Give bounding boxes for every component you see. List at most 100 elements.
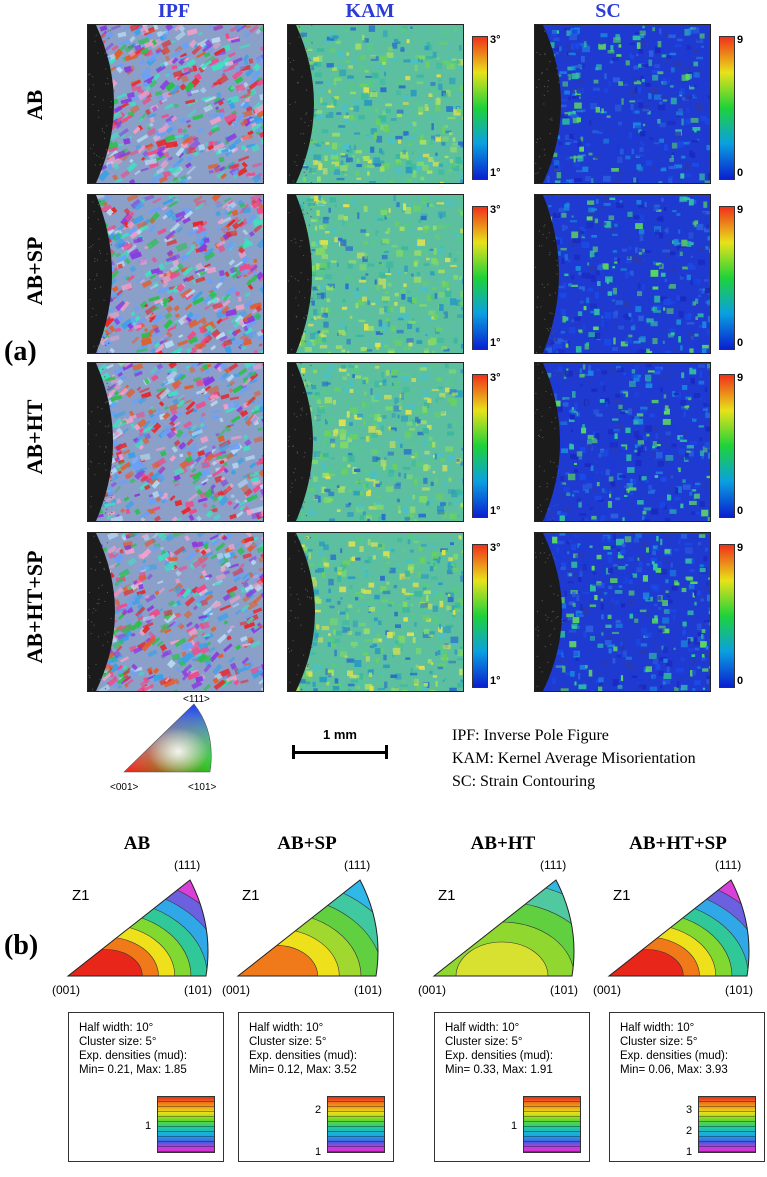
scale-bar xyxy=(292,745,388,759)
info-densities: Exp. densities (mud): xyxy=(445,1050,554,1062)
pole-figure-001-label: (001) xyxy=(593,983,622,997)
sc-colorbar-max-label: 9 xyxy=(737,204,744,216)
ipf-key-right-label: <101> xyxy=(188,782,217,793)
info-minmax: Min= 0.06, Max: 3.93 xyxy=(620,1064,728,1076)
pole-figure-001-label: (001) xyxy=(418,983,447,997)
density-tick-label: 1 xyxy=(686,1146,693,1158)
pole-figure-info-box: Half width: 10° Cluster size: 5° Exp. dens… xyxy=(238,1012,394,1162)
sc-map-ab-ht xyxy=(534,362,711,522)
scale-bar-label: 1 mm xyxy=(323,727,357,742)
kam-map-ab-ht xyxy=(287,362,464,522)
ipf-color-key xyxy=(110,692,230,784)
sc-colorbar-max-label: 9 xyxy=(737,372,744,384)
kam-colorbar-max-label: 3° xyxy=(490,372,501,384)
sc-colorbar-1 xyxy=(719,36,735,180)
pole-figure-001-label: (001) xyxy=(222,983,251,997)
kam-colorbar-3 xyxy=(472,374,488,518)
info-cluster: Cluster size: 5° xyxy=(445,1036,523,1048)
abbreviation-legend: IPF: Inverse Pole Figure KAM: Kernel Ave… xyxy=(452,724,696,793)
inverse-pole-figure-triangle xyxy=(236,876,386,985)
pole-figure-info-box: Half width: 10° Cluster size: 5° Exp. dens… xyxy=(434,1012,590,1162)
kam-colorbar-min-label: 1° xyxy=(490,337,501,349)
pole-figure-101-label: (101) xyxy=(725,983,754,997)
row-label-ab-sp: AB+SP xyxy=(22,236,47,306)
kam-colorbar-max-label: 3° xyxy=(490,204,501,216)
pole-figure-title: AB+SP xyxy=(277,833,337,854)
row-label-ab-ht: AB+HT xyxy=(22,399,47,475)
ipf-map-ab-ht-sp xyxy=(87,532,264,692)
kam-colorbar-min-label: 1° xyxy=(490,505,501,517)
info-cluster: Cluster size: 5° xyxy=(79,1036,157,1048)
ipf-key-top-label: <111> xyxy=(183,694,210,705)
legend-kam: KAM: Kernel Average Misorientation xyxy=(452,750,696,767)
pole-figure-axis-label: Z1 xyxy=(242,887,260,904)
inverse-pole-figure-triangle xyxy=(432,876,582,985)
info-densities: Exp. densities (mud): xyxy=(79,1050,188,1062)
pole-figure-axis-label: Z1 xyxy=(613,887,631,904)
kam-map-ab-sp xyxy=(287,194,464,354)
density-color-ramp xyxy=(327,1096,385,1153)
info-densities: Exp. densities (mud): xyxy=(620,1050,729,1062)
kam-map-ab xyxy=(287,24,464,184)
sc-colorbar-max-label: 9 xyxy=(737,34,744,46)
info-cluster: Cluster size: 5° xyxy=(620,1036,698,1048)
panel-label-b: (b) xyxy=(4,930,39,961)
info-densities: Exp. densities (mud): xyxy=(249,1050,358,1062)
info-minmax: Min= 0.21, Max: 1.85 xyxy=(79,1064,187,1076)
ipf-map-ab xyxy=(87,24,264,184)
panel-label-a: (a) xyxy=(4,336,37,367)
ipf-map-ab-sp xyxy=(87,194,264,354)
kam-colorbar-max-label: 3° xyxy=(490,34,501,46)
sc-colorbar-min-label: 0 xyxy=(737,675,744,687)
density-tick-label: 1 xyxy=(145,1120,152,1132)
kam-colorbar-4 xyxy=(472,544,488,688)
pole-figure-111-label: (111) xyxy=(344,858,371,872)
pole-figure-axis-label: Z1 xyxy=(438,887,456,904)
inverse-pole-figure-triangle xyxy=(607,876,757,985)
pole-figure-101-label: (101) xyxy=(184,983,213,997)
pole-figure-axis-label: Z1 xyxy=(72,887,90,904)
row-label-ab: AB xyxy=(22,89,47,121)
pole-figure-title: AB+HT+SP xyxy=(629,833,727,854)
info-half-width: Half width: 10° xyxy=(445,1022,520,1034)
info-half-width: Half width: 10° xyxy=(79,1022,154,1034)
pole-figure-101-label: (101) xyxy=(354,983,383,997)
density-color-ramp xyxy=(698,1096,756,1153)
pole-figure-111-label: (111) xyxy=(540,858,567,872)
pole-figure-info-box: Half width: 10° Cluster size: 5° Exp. dens… xyxy=(68,1012,224,1162)
density-color-ramp xyxy=(523,1096,581,1153)
sc-colorbar-min-label: 0 xyxy=(737,337,744,349)
kam-colorbar-min-label: 1° xyxy=(490,167,501,179)
sc-colorbar-2 xyxy=(719,206,735,350)
pole-figure-title: AB xyxy=(123,833,151,854)
sc-colorbar-3 xyxy=(719,374,735,518)
info-cluster: Cluster size: 5° xyxy=(249,1036,327,1048)
sc-map-ab-sp xyxy=(534,194,711,354)
column-header-sc: SC xyxy=(595,0,621,22)
legend-ipf: IPF: Inverse Pole Figure xyxy=(452,727,609,744)
inverse-pole-figure-triangle xyxy=(66,876,216,985)
info-minmax: Min= 0.33, Max: 1.91 xyxy=(445,1064,553,1076)
ipf-map-ab-ht xyxy=(87,362,264,522)
sc-colorbar-min-label: 0 xyxy=(737,505,744,517)
pole-figure-111-label: (111) xyxy=(715,858,742,872)
sc-colorbar-min-label: 0 xyxy=(737,167,744,179)
column-header-kam: KAM xyxy=(345,0,395,22)
density-tick-label: 1 xyxy=(511,1120,518,1132)
density-tick-label: 3 xyxy=(686,1104,693,1116)
info-half-width: Half width: 10° xyxy=(249,1022,324,1034)
pole-figure-title: AB+HT xyxy=(470,833,536,854)
kam-colorbar-max-label: 3° xyxy=(490,542,501,554)
sc-map-ab-ht-sp xyxy=(534,532,711,692)
sc-map-ab xyxy=(534,24,711,184)
density-color-ramp xyxy=(157,1096,215,1153)
kam-colorbar-min-label: 1° xyxy=(490,675,501,687)
legend-sc: SC: Strain Contouring xyxy=(452,773,596,790)
density-tick-label: 2 xyxy=(315,1104,322,1116)
density-tick-label: 1 xyxy=(315,1146,322,1158)
pole-figure-101-label: (101) xyxy=(550,983,579,997)
row-label-ab-ht-sp: AB+HT+SP xyxy=(22,550,47,664)
kam-colorbar-1 xyxy=(472,36,488,180)
kam-colorbar-2 xyxy=(472,206,488,350)
sc-colorbar-4 xyxy=(719,544,735,688)
